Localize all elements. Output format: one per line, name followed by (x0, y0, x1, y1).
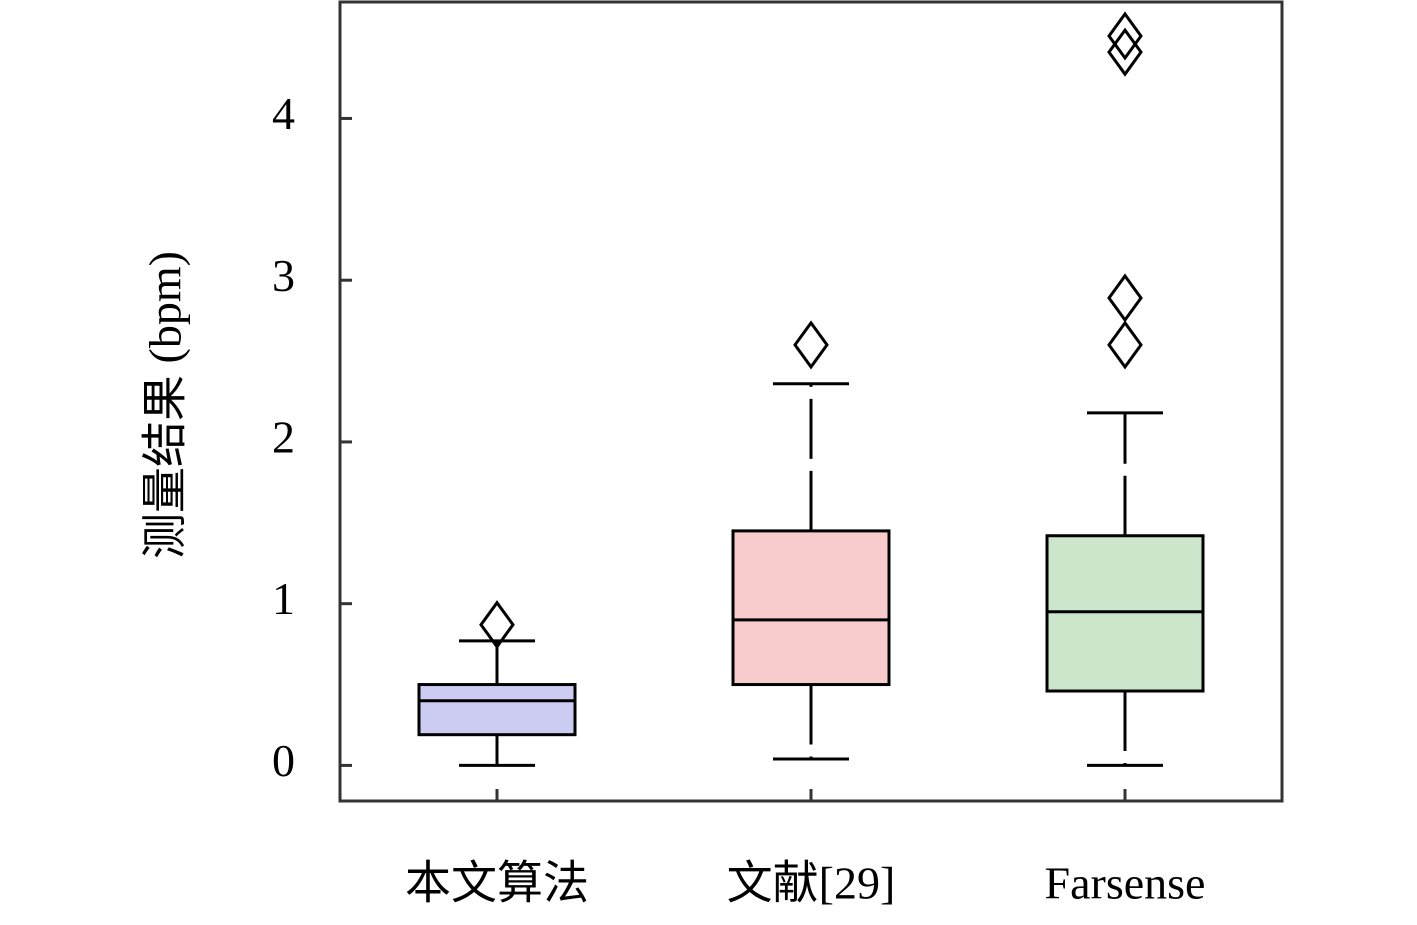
outlier (1107, 11, 1143, 61)
outlier (793, 320, 829, 370)
outlier (1107, 273, 1143, 323)
outlier (1107, 27, 1143, 77)
box (417, 683, 577, 737)
x-tick-label: 文献[29] (727, 858, 896, 909)
y-tick-label: 4 (272, 88, 295, 139)
outlier (1107, 320, 1143, 370)
x-tick-label: Farsense (1045, 858, 1206, 909)
y-tick-label: 2 (272, 411, 295, 462)
box (731, 529, 891, 687)
x-tick-label: 本文算法 (405, 858, 589, 909)
y-tick-label: 3 (272, 250, 295, 301)
outlier (479, 600, 515, 650)
y-tick-label: 0 (272, 735, 295, 786)
box (1045, 534, 1205, 693)
y-tick-label: 1 (272, 573, 295, 624)
y-axis-label: 测量结果 (bpm) (140, 251, 191, 559)
